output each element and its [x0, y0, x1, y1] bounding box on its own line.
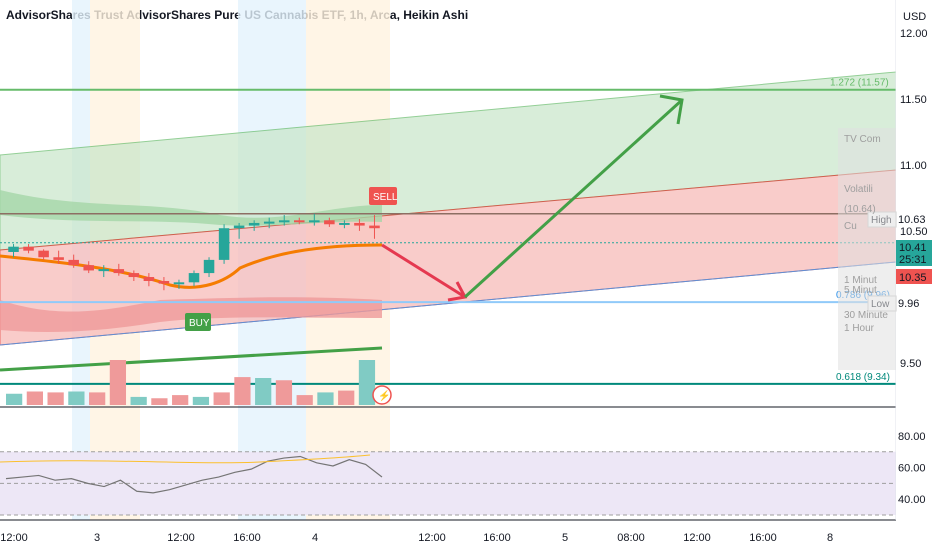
volume-bar	[192, 396, 210, 405]
lightning-glyph: ⚡	[378, 389, 390, 402]
candle-body	[188, 273, 200, 283]
volume-bar	[172, 395, 189, 405]
price-label-high: 10.63	[898, 214, 926, 226]
time-tick: 16:00	[233, 532, 261, 544]
volume-bar	[6, 393, 23, 405]
trend-line	[0, 346, 383, 372]
volume-bar	[296, 395, 313, 405]
price-label-box	[896, 269, 932, 284]
candle-body	[113, 269, 125, 274]
rsi-signal-line	[0, 454, 371, 464]
time-tick: 08:00	[617, 532, 645, 544]
price-tick: 9.50	[900, 358, 921, 370]
candle-body	[309, 220, 320, 223]
candle-body	[8, 246, 19, 252]
volume-bar	[338, 390, 355, 405]
volume-bar	[68, 391, 85, 405]
candle-body	[339, 222, 350, 225]
legend-fragment: (10.64)	[844, 204, 876, 215]
countdown: 25:31	[899, 254, 927, 266]
time-tick: 12:00	[167, 532, 195, 544]
candle-body	[324, 220, 335, 225]
time-tick: 5	[562, 532, 568, 544]
level-label: 1.272 (11.57)	[830, 78, 889, 89]
cloud-band	[0, 190, 382, 226]
rsi-tick: 40.00	[898, 494, 926, 506]
candle-body	[369, 225, 380, 229]
buy-signal-box	[185, 313, 211, 331]
legend-fragment: 1 Hour	[844, 323, 875, 334]
sell-signal-label: SELL	[373, 192, 398, 203]
legend-fragment: 5 Minut	[844, 285, 877, 296]
price-tick: 11.50	[900, 94, 927, 106]
legend-panel	[838, 128, 896, 370]
price-label-low: 9.96	[898, 298, 919, 310]
candle-body	[68, 259, 79, 266]
time-tick: 12:00	[683, 532, 711, 544]
legend-fragment: Volatili	[844, 184, 873, 195]
arrow-head	[659, 94, 684, 125]
level-label: 0.618 (9.34)	[836, 372, 890, 383]
legend-fragment: TV Com	[844, 134, 881, 145]
candle-body	[233, 225, 245, 229]
volume-bar	[358, 360, 376, 405]
lightning-icon	[372, 385, 392, 405]
candle-body	[248, 222, 260, 226]
price-label-box	[896, 240, 932, 266]
candle-body	[38, 250, 49, 258]
projection-up	[463, 98, 684, 299]
legend-fragment: 1 Minut	[844, 275, 877, 286]
time-tick: 16:00	[483, 532, 511, 544]
time-tick: 4	[312, 532, 318, 544]
candle-body	[83, 265, 94, 271]
channel-bottom-line	[0, 261, 897, 346]
time-tick: 16:00	[749, 532, 777, 544]
legend-fragment: 30 Minute	[844, 310, 888, 321]
candle-body	[263, 221, 275, 224]
price-label-last: 10.41	[899, 242, 927, 254]
rsi-tick: 60.00	[898, 463, 926, 475]
price-tick: 11.00	[900, 160, 927, 172]
time-tick: 8	[827, 532, 833, 544]
rsi-line	[5, 455, 383, 494]
price-tick: 12.00	[900, 28, 928, 40]
candle-body	[218, 228, 230, 260]
volume-bar	[26, 391, 43, 405]
time-tick: 3	[94, 532, 100, 544]
volume-bar	[213, 392, 230, 405]
projection-down	[381, 243, 466, 299]
volume-bar	[151, 398, 168, 405]
candle-body	[23, 246, 34, 251]
candle-body	[128, 273, 140, 278]
volume-bar	[47, 392, 64, 405]
rsi-tick: 80.00	[898, 431, 926, 443]
candle-body	[354, 222, 365, 226]
volume-bar	[130, 396, 147, 405]
volume-bar	[89, 392, 106, 405]
legend-fragment: Cu	[844, 221, 857, 232]
volume-bar	[275, 380, 293, 405]
volume-bar	[317, 392, 334, 405]
sell-signal-box	[369, 187, 397, 205]
currency-label: USD	[903, 11, 926, 23]
candle-body	[203, 259, 215, 274]
candle-body	[98, 269, 110, 272]
candle-body	[294, 220, 305, 223]
candle-body	[173, 282, 185, 285]
volume-bar	[109, 360, 127, 405]
time-tick: 12:00	[0, 532, 28, 544]
candle-body	[143, 277, 155, 281]
candle-body	[278, 220, 290, 223]
volume-bar	[234, 377, 251, 405]
buy-signal-label: BUY	[189, 318, 210, 329]
volume-bar	[255, 378, 272, 405]
candle-body	[158, 280, 170, 284]
price-tick: 10.50	[900, 226, 928, 238]
price-label-low-close: 10.35	[899, 272, 927, 284]
candle-body	[53, 257, 64, 260]
time-tick: 12:00	[418, 532, 446, 544]
